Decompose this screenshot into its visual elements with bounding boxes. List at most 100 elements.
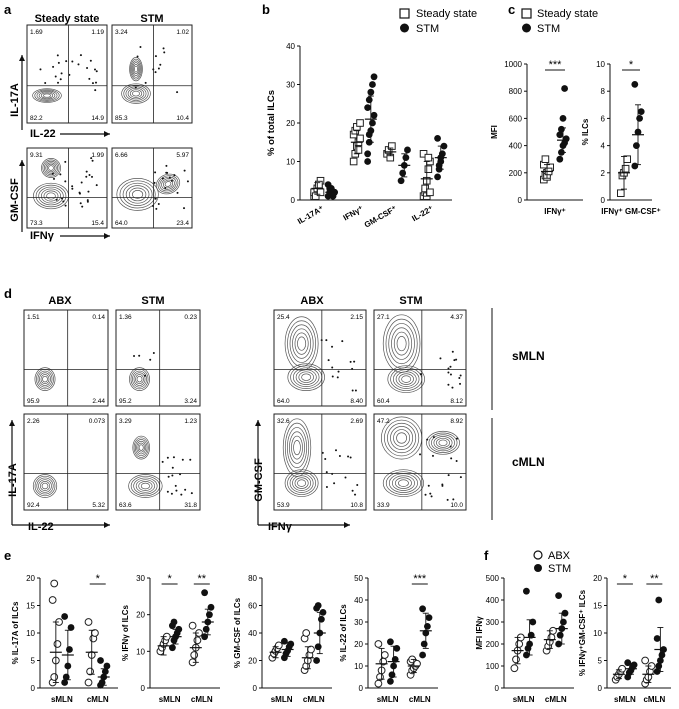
- a-plot-il17-stm-event-dot: [159, 63, 162, 66]
- d-plot-smln-abx-gmcsf: 25.4 2.15 64.0 8.40: [273, 309, 367, 407]
- d-plot-cmln-abx-gmcsf-q-ur: 2.69: [350, 418, 363, 425]
- d-plot-cmln-abx-gmcsf-event-dot: [349, 456, 352, 459]
- a-plot-gmcsf-steady-contour: [48, 165, 54, 171]
- chart-b-ytick-label: 30: [286, 81, 295, 90]
- a-plot-il17-steady-contour: [40, 92, 54, 99]
- legend-ef-filled-label: STM: [548, 563, 571, 575]
- chart-c2-point-stm: [631, 162, 639, 170]
- chart-e4-point-stm: [424, 623, 431, 630]
- d-plot-smln-stm-gmcsf-q-ll: 60.4: [377, 398, 390, 405]
- chart-e1-ytick-label: 20: [26, 574, 35, 583]
- d-plot-cmln-abx-il17-contour: [39, 481, 51, 491]
- d-plot-smln-stm-gmcsf-event-dot: [451, 350, 454, 353]
- d-plot-smln-stm-gmcsf-q-lr: 8.12: [450, 398, 463, 405]
- a-plot-gmcsf-stm-event-dot: [170, 179, 173, 182]
- d-plot-cmln-stm-gmcsf-event-dot: [449, 445, 452, 448]
- chart-c2-xtick-label: IFNγ⁺ GM-CSF⁺: [601, 207, 661, 216]
- d-plot-cmln-stm-gmcsf-contour: [396, 432, 408, 444]
- d-axis-arrows: [9, 420, 350, 528]
- a-plot-il17-steady-event-dot: [94, 89, 97, 92]
- d-plot-smln-abx-gmcsf-q-ur: 2.15: [350, 314, 363, 321]
- chart-e3-ylabel: % GM-CSF of ILCs: [233, 597, 242, 668]
- d-plot-smln-abx-gmcsf-event-dot: [337, 370, 340, 373]
- a-plot-il17-steady: 1.69 1.19 82.2 14.9: [26, 24, 108, 124]
- d-plot-cmln-abx-gmcsf-event-dot: [325, 485, 328, 488]
- d-plot-smln-stm-gmcsf-q-ul: 27.1: [377, 314, 390, 321]
- d-plot-cmln-stm-il17-event-dot: [166, 456, 169, 459]
- d-plot-smln-abx-gmcsf-contour: [292, 367, 320, 387]
- d-plot-cmln-stm-gmcsf-event-dot: [441, 483, 444, 486]
- a-plot-gmcsf-steady-contour: [41, 158, 61, 178]
- a-plot-il17-steady-event-dot: [59, 78, 62, 81]
- a-plot-il17-steady-event-dot: [95, 70, 98, 73]
- chart-e2-point-stm: [206, 611, 213, 619]
- d-plot-cmln-stm-il17-contour: [135, 479, 155, 493]
- a-plot-gmcsf-steady-contour: [43, 160, 59, 176]
- d-plot-smln-stm-il17-contour: [133, 372, 146, 386]
- d-plot-cmln-abx-gmcsf-event-dot: [333, 482, 336, 485]
- chart-e3-xtick-label: cMLN: [303, 695, 325, 704]
- chart-f1-point-stm: [560, 618, 567, 626]
- d-left-xlabel: IL-22: [28, 521, 54, 533]
- d-plot-cmln-stm-gmcsf-event-dot: [430, 495, 433, 498]
- d-plot-smln-abx-gmcsf-event-dot: [331, 345, 334, 348]
- a-plot-il17-stm-contour: [132, 62, 140, 76]
- d-plot-cmln-abx-il17-q-lr: 5.32: [92, 502, 105, 509]
- d-plot-smln-abx-gmcsf-contour: [289, 324, 314, 363]
- chart-b-point-stm: [364, 104, 372, 111]
- d-plot-cmln-stm-gmcsf-q-ul: 47.2: [377, 418, 390, 425]
- a-plot-gmcsf-steady-event-dot: [95, 184, 98, 187]
- chart-e3-point-abx: [302, 629, 311, 637]
- a-flow-plots: 1.69 1.19 82.2 14.9 3.24 1.02 85.3 10.4 9.31 1.99…: [26, 24, 193, 229]
- chart-c1: 0 200 400 600 800 1000 MFI IFNγ⁺ ***: [490, 59, 583, 216]
- a-row2-xlabel: IFNγ: [30, 230, 55, 242]
- chart-e1-ytick-label: 10: [26, 629, 35, 638]
- d-plot-cmln-abx-il17-contour: [32, 474, 58, 498]
- a-plot-il17-steady-event-dot: [52, 65, 55, 68]
- chart-f1-ylabel: MFI IFNγ: [475, 616, 484, 650]
- d-plot-smln-abx-il17-q-ll: 95.9: [27, 398, 40, 405]
- a-plot-il17-steady-frame: [26, 24, 108, 124]
- a-plot-gmcsf-steady-contour: [46, 192, 56, 200]
- chart-c2-sig-label: *: [629, 59, 634, 71]
- a-plot-gmcsf-stm-contour: [116, 178, 159, 211]
- chart-e2-point-abx: [188, 621, 197, 630]
- d-left-title-stm: STM: [141, 295, 164, 307]
- chart-b-xtick-label: IFNγ⁺: [342, 204, 365, 223]
- d-row-label-cmln: cMLN: [512, 455, 545, 469]
- chart-c2-ytick-label: 8: [601, 87, 606, 96]
- a-plot-gmcsf-stm-event-dot: [173, 174, 176, 177]
- d-plot-smln-abx-gmcsf-event-dot: [331, 375, 334, 378]
- chart-e4-ytick-label: 0: [359, 684, 364, 693]
- panel-letter-a: a: [4, 2, 12, 17]
- d-plot-cmln-abx-gmcsf-event-dot: [347, 455, 350, 458]
- panel-letter-f: f: [484, 548, 489, 563]
- chart-e2-ytick-label: 30: [136, 574, 145, 583]
- d-plot-cmln-stm-il17-q-ur: 1.23: [184, 418, 197, 425]
- chart-e4-xtick-label: cMLN: [409, 695, 431, 704]
- a-plot-gmcsf-steady-event-dot: [87, 190, 90, 193]
- chart-b-point-stm: [365, 96, 373, 104]
- chart-b-point-stm: [370, 111, 378, 119]
- chart-e4-ytick-label: 50: [354, 574, 363, 583]
- a-plot-gmcsf-stm-event-dot: [183, 207, 186, 210]
- d-plot-smln-abx-il17-contour: [37, 370, 53, 388]
- chart-c1-point-stm: [556, 131, 564, 139]
- chart-b-point-stm: [367, 88, 375, 96]
- d-plot-smln-abx-gmcsf-contour: [292, 328, 312, 359]
- a-plot-il17-steady-event-dot: [91, 82, 94, 85]
- chart-e2-ytick-label: 20: [136, 611, 145, 620]
- legend-bc-filled-label: STM: [416, 23, 439, 35]
- chart-b-point-steady-state: [426, 188, 434, 197]
- d-plot-cmln-stm-il17-event-dot: [174, 484, 177, 487]
- d-plot-smln-stm-il17-event-dot: [144, 374, 147, 377]
- d-plot-smln-abx-gmcsf-event-dot: [353, 360, 356, 363]
- a-plot-il17-stm-contour: [134, 65, 138, 73]
- a-plot-gmcsf-stm-q-ul: 6.66: [115, 152, 128, 159]
- a-plot-gmcsf-steady-event-dot: [64, 180, 67, 183]
- a-plot-il17-steady-event-dot: [88, 77, 91, 80]
- chart-b-point-stm: [434, 173, 441, 181]
- d-plot-smln-stm-gmcsf-event-dot: [419, 373, 422, 376]
- d-plot-smln-stm-gmcsf-event-dot: [447, 383, 450, 386]
